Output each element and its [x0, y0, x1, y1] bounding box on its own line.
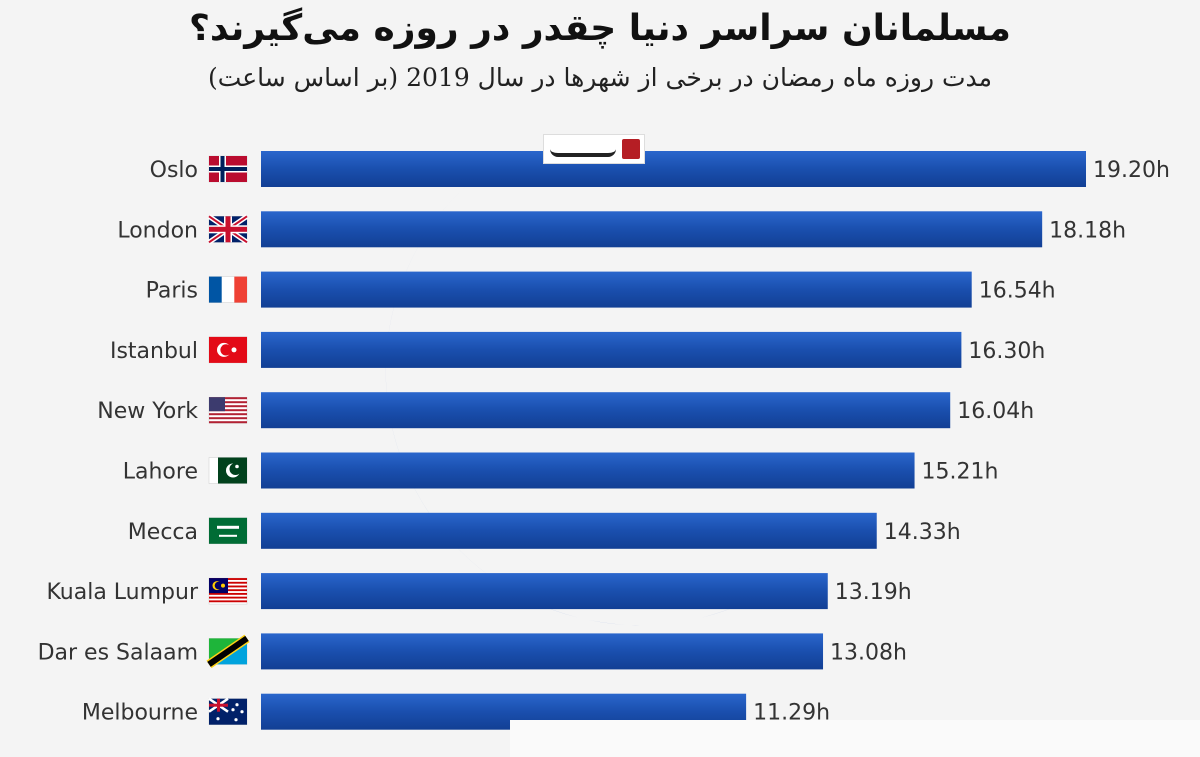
- value-label: 16.30h: [968, 339, 1045, 364]
- category-label: Melbourne: [82, 701, 198, 726]
- bar-kuala-lumpur: [261, 573, 828, 610]
- malaysia-flag-icon: [208, 577, 248, 605]
- category-label: Oslo: [150, 158, 198, 183]
- bar-london: [261, 211, 1043, 248]
- bar-oslo: [261, 151, 1086, 187]
- value-label: 19.20h: [1093, 158, 1170, 183]
- bar-mecca: [261, 512, 877, 549]
- category-label: Mecca: [128, 520, 198, 545]
- category-label: Lahore: [123, 460, 198, 485]
- uk-flag-icon: [207, 214, 249, 245]
- value-label: 13.08h: [830, 640, 907, 665]
- bar-dar-es-salaam: [261, 633, 824, 670]
- logo-mark-icon: [622, 139, 640, 159]
- value-label: 18.18h: [1049, 218, 1126, 243]
- bottom-strip: [510, 720, 1200, 757]
- tanzania-flag-icon: [206, 634, 250, 669]
- chart-title: مسلمانان سراسر دنیا چقدر در روزه می‌گیرن…: [189, 8, 1011, 49]
- category-label: Dar es Salaam: [38, 640, 198, 665]
- bar-new-york: [261, 392, 951, 429]
- usa-flag-icon: [208, 396, 248, 424]
- pakistan-flag-icon: [208, 457, 248, 484]
- logo-script-icon: [550, 141, 616, 157]
- newspaper-logo: [543, 134, 645, 164]
- category-label: Kuala Lumpur: [46, 580, 198, 605]
- australia-flag-icon: [208, 697, 248, 725]
- bar-lahore: [261, 452, 915, 489]
- bar-paris: [261, 271, 972, 308]
- value-label: 14.33h: [884, 520, 961, 545]
- category-label: Paris: [146, 279, 198, 304]
- value-label: 15.21h: [922, 460, 999, 485]
- value-label: 13.19h: [835, 580, 912, 605]
- category-label: Istanbul: [110, 339, 198, 364]
- turkey-flag-icon: [208, 336, 248, 364]
- category-label: New York: [97, 399, 198, 424]
- category-label: London: [117, 218, 198, 243]
- value-label: 16.54h: [979, 279, 1056, 304]
- france-flag-icon: [208, 276, 248, 303]
- value-label: 16.04h: [957, 399, 1034, 424]
- saudi-flag-icon: [208, 517, 248, 545]
- norway-flag-icon: [208, 155, 248, 183]
- bar-istanbul: [261, 331, 962, 368]
- chart-subtitle: مدت روزه ماه رمضان در برخی از شهرها در س…: [207, 63, 993, 92]
